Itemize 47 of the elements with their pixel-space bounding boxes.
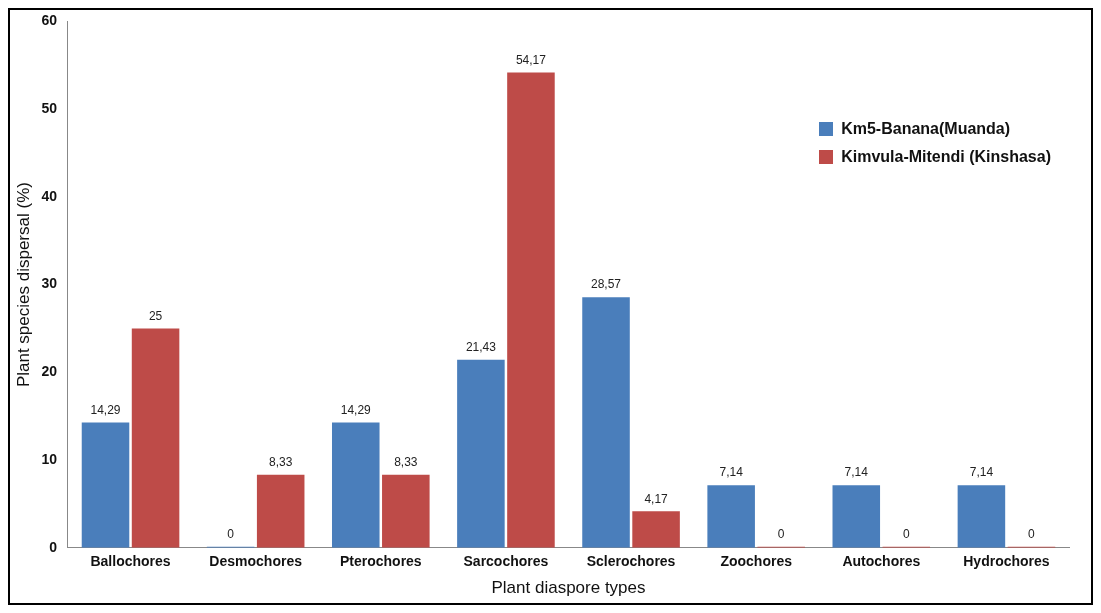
bar — [256, 474, 305, 548]
bar — [957, 485, 1006, 548]
y-tick-label: 0 — [49, 538, 58, 555]
y-tick-label: 40 — [41, 187, 58, 204]
legend-label: Kimvula-Mitendi (Kinshasa) — [841, 148, 1051, 166]
bar — [707, 485, 755, 548]
bar — [582, 297, 630, 548]
bar — [832, 485, 881, 548]
x-tick-label: Sarcochores — [463, 553, 549, 570]
bar — [331, 422, 380, 548]
data-label: 8,33 — [394, 455, 418, 470]
data-label: 21,43 — [465, 340, 497, 355]
bar — [382, 474, 430, 548]
y-tick-label: 30 — [41, 275, 58, 292]
bar — [632, 511, 680, 548]
bar — [81, 422, 130, 548]
x-tick-label: Hydrochores — [963, 553, 1050, 570]
y-tick-label: 10 — [41, 450, 58, 467]
data-label: 4,17 — [644, 491, 669, 506]
y-axis-title: Plant species dispersal (%) — [13, 182, 33, 388]
y-tick-label: 60 — [41, 12, 58, 29]
data-label: 25 — [148, 308, 163, 323]
data-label: 7,14 — [844, 465, 869, 480]
x-tick-label: Ballochores — [90, 553, 171, 570]
data-label: 0 — [227, 527, 235, 542]
data-label: 7,14 — [969, 465, 994, 480]
bar — [131, 328, 180, 548]
y-tick-label: 50 — [41, 99, 58, 116]
x-tick-label: Pterochores — [339, 553, 422, 570]
x-tick-label: Autochores — [842, 553, 921, 570]
data-label: 0 — [777, 527, 785, 542]
bar — [507, 72, 555, 548]
legend-label: Km5-Banana(Muanda) — [841, 120, 1011, 138]
x-tick-label: Zoochores — [720, 553, 793, 570]
y-tick-label: 20 — [41, 363, 58, 380]
data-label: 14,29 — [340, 402, 372, 417]
data-label: 7,14 — [719, 465, 744, 480]
bar — [457, 359, 505, 548]
x-axis-title: Plant diaspore types — [491, 578, 646, 598]
x-tick-label: Sclerochores — [586, 553, 676, 570]
data-label: 8,33 — [269, 455, 293, 470]
data-label: 54,17 — [515, 52, 547, 67]
data-label: 0 — [1028, 527, 1036, 542]
x-tick-label: Desmochores — [209, 553, 303, 570]
data-label: 14,29 — [90, 402, 121, 417]
data-label: 0 — [902, 527, 910, 542]
data-label: 28,57 — [591, 277, 622, 292]
